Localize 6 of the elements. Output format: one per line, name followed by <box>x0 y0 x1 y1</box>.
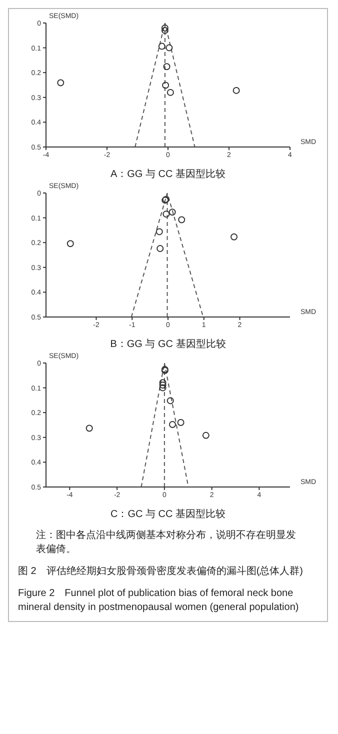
text: C：GC 与 CC 基因型比较 <box>110 508 226 521</box>
text: B：GG 与 GC 基因型比较 <box>109 338 227 351</box>
caption: Figure 2 Funnel plot of publication bias of femoral neck bone mineral density in postmenopausal women (general population) <box>18 587 300 615</box>
caption: 图 2 评估绝经期妇女股骨颈骨密度发表偏倚的漏斗图(总体人群) <box>18 565 304 579</box>
text: A：GG 与 CC 基因型比较 <box>109 168 226 181</box>
text: 注：图中各点沿中线两侧基本对称分布，说明不存在明显发表偏倚。 <box>35 529 297 557</box>
